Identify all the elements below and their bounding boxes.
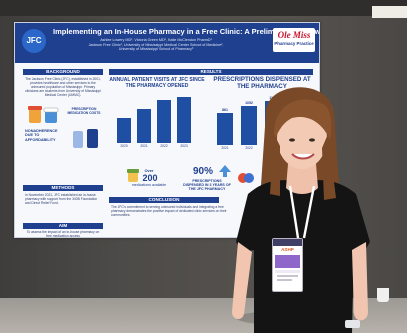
chart-bar	[241, 106, 257, 145]
badge-line	[277, 279, 292, 281]
percent-value: 90%	[192, 166, 213, 177]
chart2-title: PRESCRIPTIONS DISPENSED AT THE PHARMACY	[213, 76, 311, 90]
arrow-up-icon	[219, 165, 231, 177]
jfc-logo: JFC	[22, 29, 46, 53]
ole-miss-logo: Ole Miss Pharmacy Practice	[273, 28, 315, 52]
poster-header: JFC Implementing an In-House Pharmacy in…	[15, 23, 319, 63]
chart-bar	[217, 113, 233, 145]
badge-name-panel	[275, 255, 300, 268]
chart-tick-label: 2020	[120, 144, 128, 148]
over-value: 200	[142, 173, 158, 183]
chart-bar	[157, 100, 171, 143]
hair-front	[274, 99, 332, 142]
methods-heading: METHODS	[23, 185, 103, 191]
black-dress	[236, 180, 370, 333]
chart-tick-label: 2023	[180, 144, 188, 148]
aim-heading: AIM	[23, 223, 103, 229]
pill-bottles-icon	[28, 106, 59, 123]
badge-line	[277, 275, 298, 277]
bottle-icons	[73, 129, 98, 148]
chart-tick-label: 2022	[245, 146, 253, 150]
conclusion-text: The JFC's commitment to serving uninsure…	[111, 205, 227, 217]
chart-data-label: 1052	[245, 101, 253, 105]
background-heading: BACKGROUND	[23, 69, 103, 75]
chart-bar	[117, 118, 131, 143]
pill-bottle-icon	[127, 169, 139, 182]
brand-subtitle: Pharmacy Practice	[274, 41, 314, 46]
over-label: Over	[144, 168, 154, 173]
chart-tick-label: 2021	[140, 144, 148, 148]
distant-sign	[372, 6, 407, 18]
neck	[286, 164, 318, 194]
percent-caption: PRESCRIPTIONS DISPENSED IN 3 YEARS OF TH…	[183, 179, 231, 192]
authors-line-2: Jackson Free Clinic¹, University of Miss…	[88, 42, 224, 47]
badge-clip-bar	[273, 239, 302, 246]
over-caption: medications available	[131, 183, 167, 187]
presenter-person	[232, 87, 370, 333]
chart-tick-label: 2021	[221, 146, 229, 150]
badge-stripe	[275, 270, 300, 273]
conclusion-heading: CONCLUSION	[109, 197, 219, 203]
left-arm	[232, 242, 252, 320]
aim-text: To assess the impact of an in-house phar…	[26, 230, 100, 238]
brand-name: Ole Miss	[277, 30, 311, 40]
chart-tick-label: 2022	[160, 144, 168, 148]
face	[277, 107, 327, 169]
patient-visits-chart: 2020 2021 2022 2023	[113, 93, 201, 151]
chart-bar	[137, 109, 151, 143]
right-arm	[352, 242, 368, 321]
chart-bar	[177, 97, 191, 143]
poster-authors: Ashlee Lowery MD¹, Victoria Green MD², K…	[61, 38, 251, 52]
methods-text: In November 2021, JFC established an in-…	[25, 193, 98, 205]
chart1-title: ANNUAL PATIENT VISITS AT JFC SINCE THE P…	[109, 77, 205, 89]
authors-line-3: University of Mississippi School of Phar…	[118, 47, 194, 52]
prescription-costs-label: PRESCRIPTION MEDICATION COSTS	[67, 107, 101, 115]
background-text: The Jackson Free Clinic (JFC), establish…	[25, 77, 101, 97]
results-heading: RESULTS	[109, 69, 313, 75]
poster-title: Implementing an In-House Pharmacy in a F…	[53, 27, 320, 36]
wristwatch	[345, 320, 360, 328]
nonadherence-label: NONADHERENCE DUE TO AFFORDABILITY	[25, 129, 58, 142]
badge-logo: ASHP	[281, 247, 294, 252]
capsules-icon	[238, 173, 254, 183]
authors-line-1: Ashlee Lowery MD¹, Victoria Green MD², K…	[100, 38, 212, 42]
ceiling-strip	[0, 0, 407, 16]
lanyard	[288, 185, 316, 239]
cup	[377, 288, 389, 302]
chart-data-label: 861	[222, 108, 228, 112]
name-badge: ASHP	[272, 238, 303, 292]
